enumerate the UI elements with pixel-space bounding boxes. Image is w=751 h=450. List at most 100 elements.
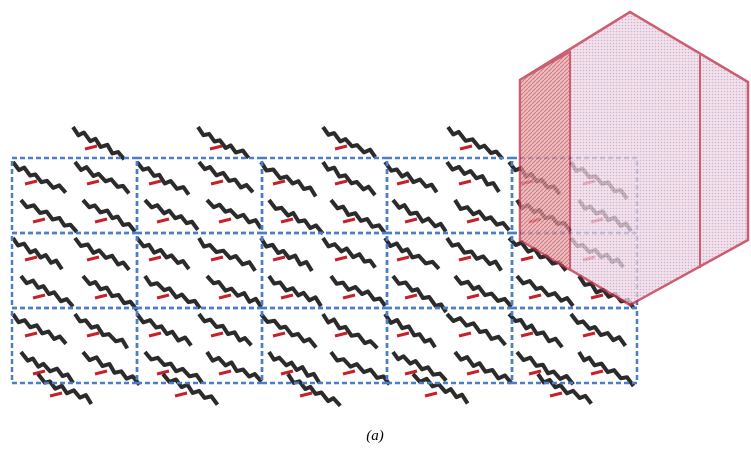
molecule <box>75 162 129 193</box>
oxygen-bond <box>591 295 603 298</box>
molecule <box>207 352 261 382</box>
molecule <box>455 276 511 307</box>
molecule <box>207 276 261 307</box>
molecule <box>509 314 562 347</box>
oxygen-bond <box>335 181 347 184</box>
oxygen-bond <box>467 219 479 222</box>
figure: (a) <box>0 0 751 450</box>
molecule <box>199 238 255 271</box>
molecule <box>13 238 62 269</box>
molecule <box>198 127 249 158</box>
oxygen-bond <box>281 219 293 222</box>
oxygen-bond <box>25 181 37 184</box>
molecule <box>21 200 77 232</box>
oxygen-bond <box>157 371 169 374</box>
molecule <box>207 200 261 229</box>
molecule <box>385 162 437 192</box>
oxygen-bond <box>335 146 347 149</box>
oxygen-bond <box>405 295 417 298</box>
molecule <box>145 200 198 230</box>
oxygen-bond <box>343 219 355 222</box>
unit-cell <box>12 158 137 233</box>
molecule <box>269 200 323 234</box>
oxygen-bond <box>281 295 293 298</box>
oxygen-bond <box>33 295 45 298</box>
oxygen-bond <box>459 257 471 260</box>
molecule <box>145 276 200 308</box>
oxygen-bond <box>157 295 169 298</box>
oxygen-bond <box>273 257 285 260</box>
molecule <box>323 127 375 157</box>
molecule <box>137 314 191 346</box>
oxygen-bond <box>219 295 231 298</box>
molecule <box>517 276 573 306</box>
oxygen-bond <box>425 393 437 396</box>
molecule <box>331 352 389 384</box>
molecule <box>83 276 137 310</box>
oxygen-bond <box>95 219 107 222</box>
oxygen-bond <box>335 333 347 336</box>
oxygen-bond <box>210 146 222 149</box>
molecule <box>393 200 446 232</box>
molecule <box>269 352 319 383</box>
molecule <box>393 352 446 381</box>
molecule <box>73 127 124 159</box>
oxygen-bond <box>87 257 99 260</box>
oxygen-bond <box>33 219 45 222</box>
molecule <box>331 200 385 233</box>
unit-cell <box>137 158 262 233</box>
oxygen-bond <box>211 257 223 260</box>
molecule <box>447 314 505 345</box>
oxygen-bond <box>87 181 99 184</box>
oxygen-bond <box>343 295 355 298</box>
molecule <box>448 127 503 159</box>
molecule <box>163 374 218 405</box>
molecule <box>323 238 375 268</box>
molecule <box>199 162 253 192</box>
molecule <box>571 314 625 346</box>
oxygen-bond <box>405 219 417 222</box>
oxygen-bond <box>219 219 231 222</box>
oxygen-bond <box>95 371 107 374</box>
molecule <box>13 314 66 344</box>
molecule <box>21 352 73 383</box>
oxygen-bond <box>397 257 409 260</box>
molecule <box>38 374 91 404</box>
molecule <box>261 238 312 271</box>
oxygen-bond <box>459 333 471 336</box>
molecule <box>447 162 499 192</box>
oxygen-bond <box>157 219 169 222</box>
molecule <box>83 200 135 232</box>
oxygen-bond <box>521 333 533 336</box>
oxygen-bond <box>591 371 603 374</box>
molecule <box>261 314 316 348</box>
molecule <box>261 162 316 196</box>
prism-face <box>520 52 570 270</box>
oxygen-bond <box>211 333 223 336</box>
oxygen-bond <box>273 333 285 336</box>
crystal-habit <box>520 12 748 305</box>
oxygen-bond <box>149 181 161 184</box>
oxygen-bond <box>459 181 471 184</box>
oxygen-bond <box>397 333 409 336</box>
molecule <box>393 276 446 312</box>
oxygen-bond <box>50 393 62 396</box>
molecule <box>288 374 340 406</box>
oxygen-bond <box>175 393 187 396</box>
oxygen-bond <box>529 295 541 298</box>
molecule <box>385 314 435 347</box>
molecule <box>75 314 127 348</box>
oxygen-bond <box>95 295 107 298</box>
oxygen-bond <box>281 371 293 374</box>
oxygen-bond <box>397 181 409 184</box>
oxygen-bond <box>149 257 161 260</box>
oxygen-bond <box>550 393 562 396</box>
molecule <box>13 162 66 193</box>
molecule <box>323 314 377 348</box>
molecule <box>455 352 512 383</box>
oxygen-bond <box>25 333 37 336</box>
molecule <box>413 374 468 404</box>
molecule <box>447 238 501 271</box>
oxygen-bond <box>343 371 355 374</box>
molecule <box>331 276 385 306</box>
